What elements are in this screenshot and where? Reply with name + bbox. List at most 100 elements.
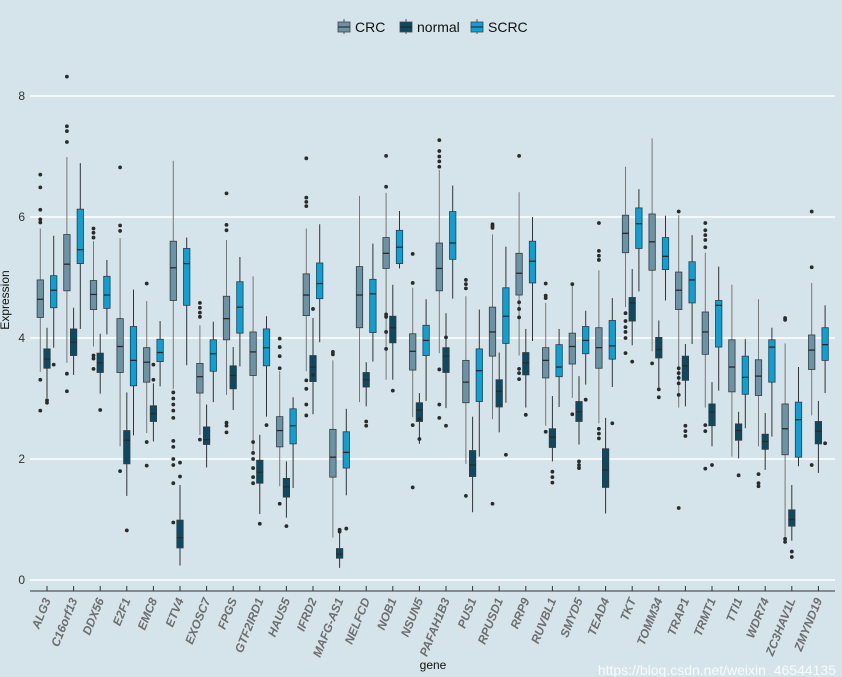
box-iqr <box>103 275 111 309</box>
outlier-point <box>823 441 827 446</box>
box-iqr <box>249 331 257 376</box>
outlier-point <box>118 229 122 233</box>
box-SCRC-SMYD5 <box>582 310 590 402</box>
outlier-point <box>171 408 176 413</box>
outlier-point <box>224 430 229 435</box>
outlier-point <box>597 426 601 431</box>
outlier-point <box>124 528 129 533</box>
box-normal-ALG3 <box>43 327 51 405</box>
x-axis-label: gene <box>420 658 447 672</box>
outlier-point <box>198 301 202 305</box>
outlier-point <box>384 184 388 189</box>
outlier-point <box>444 335 448 340</box>
outlier-point <box>65 129 69 133</box>
outlier-point <box>710 463 714 467</box>
box-iqr <box>50 275 58 309</box>
box-iqr <box>183 248 191 306</box>
outlier-point <box>38 220 43 225</box>
box-normal-C16orf13 <box>70 307 78 375</box>
outlier-point <box>676 209 681 214</box>
outlier-point <box>783 539 787 544</box>
box-iqr <box>608 320 616 360</box>
box-iqr <box>116 318 124 373</box>
outlier-point <box>118 469 122 473</box>
outlier-point <box>736 473 741 478</box>
outlier-point <box>390 388 395 393</box>
box-iqr <box>814 421 823 445</box>
box-CRC-TEAD4 <box>595 221 603 441</box>
box-normal-PUS1 <box>468 416 477 513</box>
outlier-point <box>51 362 56 367</box>
outlier-point <box>543 296 548 300</box>
box-CRC-GTF2IRD1 <box>249 276 257 486</box>
box-iqr <box>229 365 237 390</box>
box-iqr <box>63 234 71 292</box>
outlier-point <box>437 402 442 407</box>
outlier-point <box>756 472 761 477</box>
outlier-point <box>656 395 661 400</box>
gridlines <box>30 95 835 581</box>
box-CRC-HAUS5 <box>276 336 284 506</box>
outlier-point <box>550 475 555 480</box>
outlier-point <box>198 314 202 319</box>
outlier-point <box>809 209 814 214</box>
outlier-point <box>756 484 761 489</box>
box-iqr <box>475 348 483 402</box>
box-iqr <box>309 355 317 382</box>
outlier-point <box>384 314 388 319</box>
box-CRC-MAFG-AS1 <box>329 350 337 538</box>
outlier-point <box>364 419 369 424</box>
outlier-point <box>144 281 149 286</box>
box-SCRC-RRP9 <box>528 217 537 342</box>
outlier-point <box>410 281 415 285</box>
box-CRC-EMC8 <box>143 281 151 468</box>
outlier-point <box>417 437 422 441</box>
box-normal-HAUS5 <box>282 461 291 529</box>
y-axis-ticks: 0 2 4 6 8 <box>18 89 25 587</box>
box-CRC-SMYD5 <box>568 282 576 417</box>
legend-label: CRC <box>355 19 385 35</box>
outlier-point <box>251 451 256 455</box>
box-CRC-TOMM34 <box>648 138 656 366</box>
outlier-point <box>650 361 654 366</box>
outlier-point <box>410 423 415 428</box>
outlier-point <box>344 526 349 531</box>
outlier-point <box>384 346 388 351</box>
box-normal-SMYD5 <box>575 376 583 470</box>
outlier-point <box>676 366 681 371</box>
box-normal-NELFCD <box>362 362 370 428</box>
outlier-point <box>756 481 761 486</box>
box-iqr <box>708 403 716 427</box>
outlier-point <box>490 501 495 506</box>
outlier-point <box>577 466 581 470</box>
box-normal-TRAP1 <box>681 344 690 438</box>
box-CRC-E2F1 <box>116 165 124 473</box>
box-SCRC-NOB1 <box>395 210 404 269</box>
outlier-point <box>504 452 508 457</box>
box-normal-RRP9 <box>522 328 530 417</box>
outlier-point <box>577 459 581 464</box>
box-normal-PAFAH1B3 <box>442 313 450 428</box>
y-tick-label: 0 <box>18 573 25 587</box>
box-normal-MAFG-AS1 <box>335 527 344 568</box>
box-SCRC-NSUN5 <box>422 299 430 401</box>
box-iqr <box>449 211 457 260</box>
outlier-point <box>437 154 442 159</box>
outlier-point <box>304 199 309 204</box>
box-iqr <box>76 208 84 264</box>
outlier-point <box>703 238 708 242</box>
outlier-point <box>264 423 269 428</box>
outlier-point <box>437 138 442 143</box>
outlier-point <box>623 319 628 323</box>
box-CRC-ZC3HAV1L <box>781 316 789 544</box>
box-iqr <box>369 278 377 333</box>
outlier-point <box>198 305 202 310</box>
box-SCRC-ZC3HAV1L <box>794 367 803 467</box>
outlier-point <box>304 402 309 407</box>
box-iqr <box>768 339 776 383</box>
outlier-point <box>38 377 43 382</box>
outlier-point <box>171 463 176 467</box>
outlier-point <box>304 204 309 209</box>
box-iqr <box>808 334 816 370</box>
